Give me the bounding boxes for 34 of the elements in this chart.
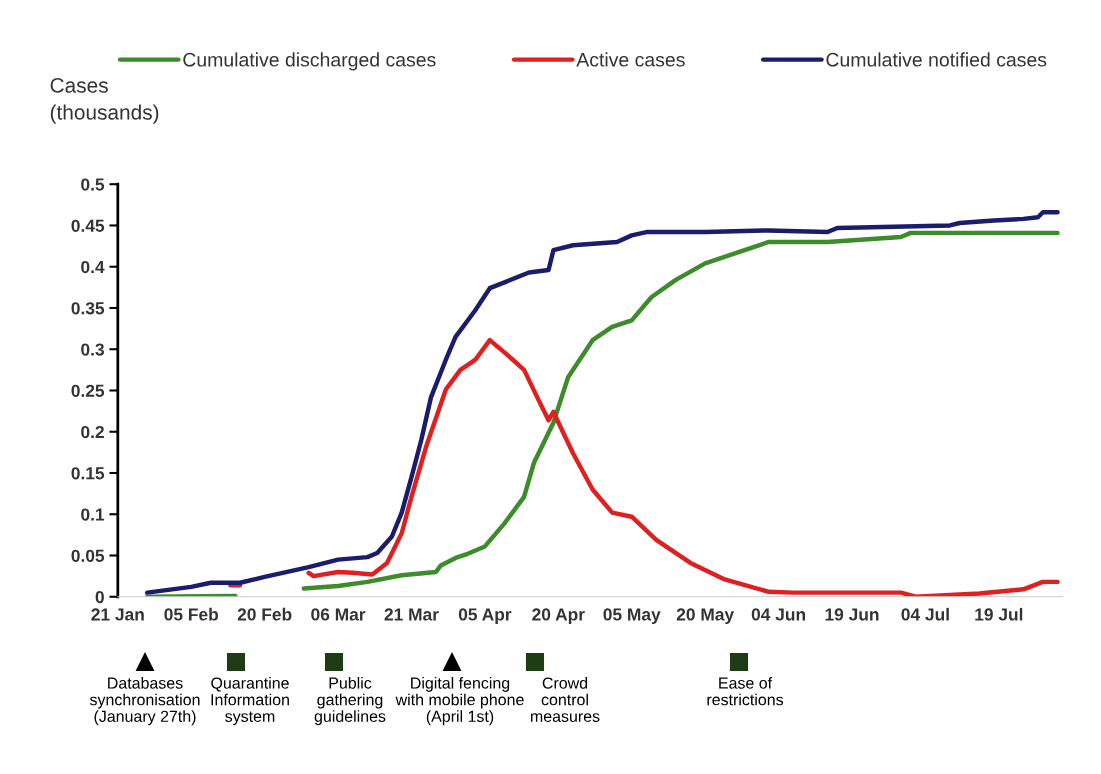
- y-tick-label: 0.2: [81, 425, 104, 439]
- x-tick-label: 20 Apr: [532, 608, 585, 625]
- text: Ease of restrictions: [707, 677, 784, 706]
- text: Crowd control measures: [531, 677, 600, 722]
- text: Databases synchronisation (January 27th): [89, 677, 200, 726]
- y-tick-label: 0.3: [81, 343, 104, 356]
- x-tick-label: 05 Feb: [164, 607, 219, 621]
- text: Digital fencing with mobile phone (April 1st): [395, 677, 524, 726]
- y-tick-label: 0.5: [81, 178, 105, 191]
- x-tick-label: 20 Feb: [237, 607, 292, 621]
- x-tick-label: 06 Mar: [311, 608, 366, 621]
- x-tick-label: 05 Apr: [458, 608, 512, 625]
- y-tick-label: 0: [95, 590, 104, 604]
- text: Public gathering guidelines: [314, 677, 386, 726]
- y-tick-label: 0.15: [71, 467, 105, 480]
- x-tick-label: 19 Jul: [975, 607, 1023, 621]
- x-tick-label: 04 Jun: [751, 608, 806, 621]
- y-tick-label: 0.4: [81, 260, 105, 274]
- x-tick-label: 20 May: [676, 608, 735, 625]
- legend-label: Cumulative discharged cases: [183, 52, 436, 71]
- x-tick-label: 04 Jul: [901, 607, 949, 621]
- y-tick-label: 0.35: [71, 302, 105, 315]
- x-tick-label: 19 Jun: [825, 608, 879, 621]
- y-tick-label: 0.25: [71, 384, 105, 397]
- legend-label: Active cases: [576, 52, 685, 67]
- y-tick-label: 0.05: [71, 549, 105, 562]
- y-axis-title: Cases (thousands): [50, 78, 159, 124]
- y-tick-label: 0.1: [81, 508, 105, 521]
- y-tick-label: 0.45: [71, 219, 105, 232]
- text: Quarantine Information system: [211, 677, 289, 726]
- legend-label: Cumulative notified cases: [826, 52, 1047, 67]
- x-tick-label: 21 Mar: [384, 608, 439, 621]
- x-tick-label: 05 May: [603, 608, 661, 625]
- x-tick-label: 21 Jan: [91, 608, 144, 621]
